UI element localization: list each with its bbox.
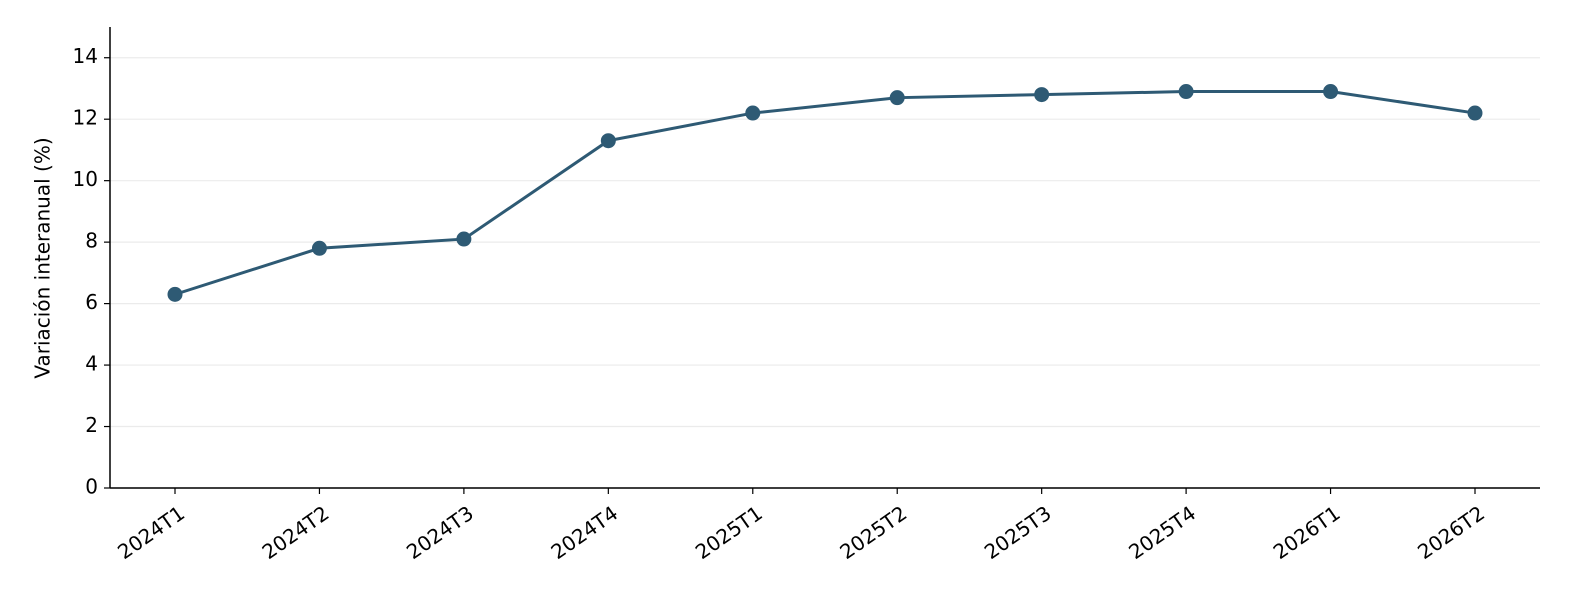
x-tick-label: 2025T1 (691, 501, 767, 564)
x-tick-label: 2025T2 (835, 501, 911, 564)
x-tick-label: 2025T3 (980, 501, 1056, 564)
y-axis-label: Variación interanual (%) (31, 137, 55, 378)
x-tick-label: 2026T2 (1413, 501, 1489, 564)
point (1034, 87, 1050, 103)
y-tick-label: 0 (85, 475, 98, 499)
x-tick-label: 2024T3 (402, 501, 478, 564)
x-tick-label: 2025T4 (1124, 501, 1200, 564)
point (600, 133, 616, 149)
point (167, 286, 183, 302)
y-tick-label: 8 (85, 229, 98, 253)
x-tick-label: 2026T1 (1269, 501, 1345, 564)
line (174, 90, 1476, 296)
y-tick-label: 2 (85, 413, 98, 437)
point (1178, 84, 1194, 100)
point (311, 240, 327, 256)
point (889, 90, 905, 106)
x-tick-label: 2024T4 (546, 501, 622, 564)
y-tick-label: 6 (85, 290, 98, 314)
y-tick-label: 10 (73, 167, 98, 191)
point (1323, 84, 1339, 100)
point (745, 105, 761, 121)
y-tick-label: 14 (73, 44, 98, 68)
point (456, 231, 472, 247)
y-tick-label: 4 (85, 352, 98, 376)
x-tick-label: 2024T1 (113, 501, 189, 564)
point (1467, 105, 1483, 121)
y-tick-label: 12 (73, 106, 98, 130)
x-tick-label: 2024T2 (258, 501, 334, 564)
